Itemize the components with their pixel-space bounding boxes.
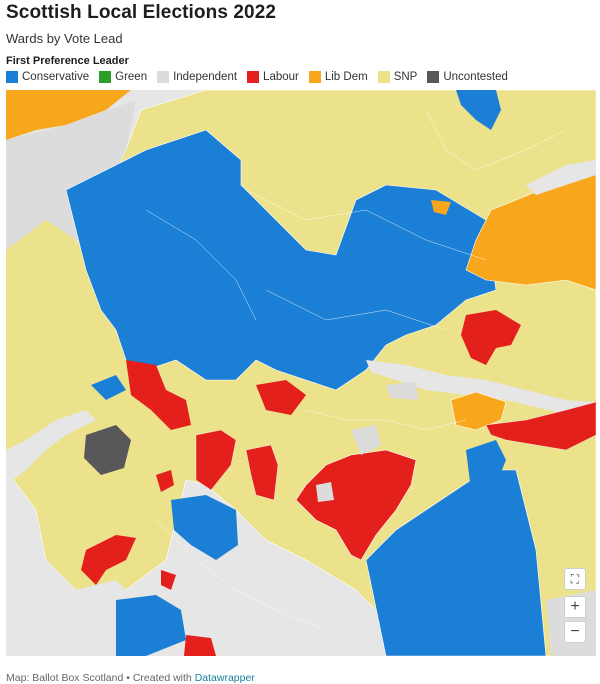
fullscreen-button[interactable]: ⛶ bbox=[564, 568, 586, 590]
zoom-out-button[interactable]: − bbox=[564, 621, 586, 643]
legend-item-libdem: Lib Dem bbox=[308, 71, 368, 83]
legend-label: Uncontested bbox=[443, 71, 508, 83]
legend-item-uncontested: Uncontested bbox=[427, 71, 508, 83]
ward-region-labour-small-a[interactable] bbox=[156, 470, 174, 492]
estuary-forth bbox=[366, 360, 596, 412]
legend-swatch bbox=[157, 71, 170, 83]
legend-item-independent: Independent bbox=[157, 71, 237, 83]
legend-label: Conservative bbox=[22, 71, 90, 83]
legend-swatch bbox=[6, 71, 18, 83]
ward-region-conservative-borders[interactable] bbox=[466, 440, 506, 490]
legend-swatch bbox=[377, 71, 390, 83]
legend-label: Independent bbox=[173, 71, 238, 83]
ward-region-conservative-south[interactable] bbox=[365, 469, 547, 656]
ward-region-libdem-nw[interactable] bbox=[6, 90, 131, 140]
ward-region-labour-inverclyde[interactable] bbox=[126, 360, 191, 430]
ward-region-uncontested[interactable] bbox=[84, 425, 131, 475]
legend-label: Green bbox=[115, 71, 148, 83]
ward-map-canvas[interactable] bbox=[6, 90, 596, 656]
legend-swatch bbox=[427, 71, 440, 83]
ward-region-labour-glasgow[interactable] bbox=[195, 429, 237, 491]
page-title: Scottish Local Elections 2022 bbox=[6, 2, 277, 23]
sea-southwest bbox=[6, 560, 136, 656]
legend-swatch bbox=[308, 71, 321, 83]
estuary-clyde bbox=[6, 410, 96, 485]
ward-region-labour-small-b[interactable] bbox=[161, 570, 176, 590]
legend-title: First Preference Leader bbox=[6, 55, 129, 67]
fullscreen-icon: ⛶ bbox=[570, 571, 580, 586]
ward-region-independent-b[interactable] bbox=[386, 382, 418, 400]
legend-item-snp: SNP bbox=[377, 71, 418, 83]
zoom-in-icon: + bbox=[570, 598, 580, 615]
ward-boundaries bbox=[145, 109, 567, 631]
ward-region-conservative-renfrew[interactable] bbox=[171, 495, 238, 560]
footer-credit: Map: Ballot Box Scotland • Created with … bbox=[6, 672, 255, 684]
ward-region-libdem-small[interactable] bbox=[431, 200, 451, 215]
ward-region-labour-east[interactable] bbox=[485, 401, 596, 451]
page-subtitle: Wards by Vote Lead bbox=[6, 31, 123, 46]
ward-region-independent-c[interactable] bbox=[316, 482, 334, 502]
ward-region-labour-wdunbarton[interactable] bbox=[256, 380, 306, 415]
ward-region-conservative-west[interactable] bbox=[91, 375, 126, 400]
legend-label: Lib Dem bbox=[324, 71, 368, 83]
legend-label: Labour bbox=[263, 71, 299, 83]
ward-map[interactable]: ⛶ + − bbox=[6, 90, 596, 656]
ward-region-labour-south[interactable] bbox=[184, 635, 216, 656]
ward-region-snp-west[interactable] bbox=[6, 220, 76, 450]
footer-text: Map: Ballot Box Scotland • Created with bbox=[6, 672, 195, 684]
legend: Conservative Green Independent Labour Li… bbox=[6, 71, 518, 83]
datawrapper-link[interactable]: Datawrapper bbox=[194, 672, 255, 684]
legend-swatch bbox=[99, 71, 112, 83]
zoom-in-button[interactable]: + bbox=[564, 596, 586, 618]
ward-region-labour-glasgow-east[interactable] bbox=[245, 444, 279, 501]
legend-label: SNP bbox=[393, 71, 418, 83]
ward-region-conservative-ne[interactable] bbox=[456, 90, 501, 130]
legend-item-conservative: Conservative bbox=[6, 71, 89, 83]
legend-item-labour: Labour bbox=[247, 71, 299, 83]
ward-region-labour-lanark[interactable] bbox=[295, 449, 417, 561]
zoom-out-icon: − bbox=[570, 623, 580, 640]
estuary-north bbox=[526, 160, 596, 195]
ward-region-conservative-sw-small[interactable] bbox=[116, 595, 186, 656]
ward-region-labour-ayrshire[interactable] bbox=[81, 535, 136, 585]
ward-region-independent-a[interactable] bbox=[351, 425, 381, 455]
legend-swatch bbox=[247, 71, 260, 83]
legend-item-green: Green bbox=[99, 71, 147, 83]
ward-region-labour-fife[interactable] bbox=[461, 310, 521, 365]
